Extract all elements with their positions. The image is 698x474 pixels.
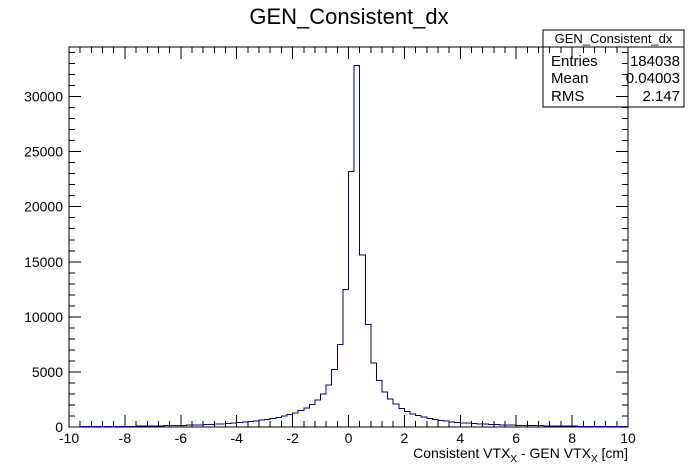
x-tick-label: 2 [401,430,409,446]
stats-value-entries: 184038 [630,53,680,70]
y-tick-label: 10000 [24,309,63,325]
y-tick-label: 5000 [32,364,63,380]
x-tick-label: 4 [456,430,464,446]
y-tick-label: 15000 [24,254,63,270]
x-tick-label: 8 [568,430,576,446]
x-axis-label: Consistent VTXX - GEN VTXX [cm] [413,445,628,465]
stats-label-entries: Entries [551,53,598,70]
axes-layer: -10 -8 -6 -4 -2 0 2 4 6 8 10 0 5000 10000 15000 20000 25… [24,46,636,446]
stats-box: GEN_Consistent_dx Entries 184038 Mean 0.… [542,29,685,108]
y-tick-label: 0 [55,419,63,435]
stats-label-rms: RMS [551,88,584,105]
x-axis-label-subscript-1: X [510,454,517,465]
x-tick-label: 0 [345,430,353,446]
x-tick-label: -6 [175,430,188,446]
histogram-series [68,65,629,428]
stats-box-frame [542,29,685,108]
x-axis-label-prefix: Consistent VTX [413,445,511,461]
y-tick-label: 30000 [24,89,63,105]
x-axis-label-subscript-2: X [591,454,598,465]
x-axis-label-suffix: [cm] [598,445,628,461]
y-tick-label: 25000 [24,144,63,160]
stats-box-title: GEN_Consistent_dx [555,31,673,46]
x-tick-label: 6 [512,430,520,446]
stats-label-mean: Mean [551,70,589,87]
x-tick-label: 10 [620,430,636,446]
stats-value-rms: 2.147 [642,88,680,105]
stats-value-mean: 0.04003 [626,70,680,87]
histogram-layer [68,65,629,428]
chart-title: GEN_Consistent_dx [249,4,448,29]
x-tick-label: -8 [119,430,132,446]
x-tick-label: -2 [286,430,299,446]
x-axis-label-middle: - GEN VTX [517,445,592,461]
x-tick-label: -10 [59,430,79,446]
y-tick-label: 20000 [24,199,63,215]
x-tick-label: -4 [230,430,243,446]
